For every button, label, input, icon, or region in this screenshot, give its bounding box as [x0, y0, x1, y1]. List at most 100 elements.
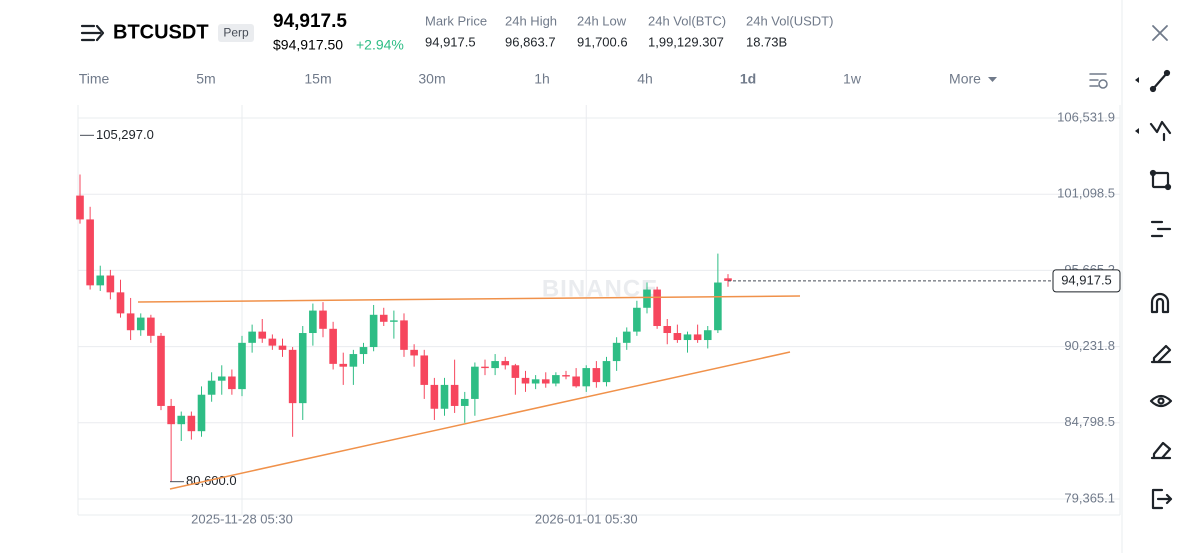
- candle-body: [278, 345, 287, 350]
- candle-body: [126, 313, 135, 331]
- candle-body: [379, 314, 388, 322]
- candle-body: [501, 361, 510, 366]
- candle-body: [440, 384, 449, 409]
- stat-value: 1,99,129.307: [648, 34, 724, 49]
- y-tick-label: 90,231.8: [1064, 338, 1115, 353]
- symbol[interactable]: BTCUSDT: [113, 21, 209, 43]
- change: +2.94%: [356, 37, 404, 53]
- timeframe[interactable]: 30m: [418, 71, 445, 87]
- candle-body: [552, 375, 560, 384]
- y-tick-label: 106,531.9: [1057, 109, 1115, 124]
- stat-value: 18.73B: [746, 34, 787, 49]
- last-price: 94,917.5: [273, 11, 347, 32]
- candle-body: [228, 376, 236, 390]
- candle-body: [572, 376, 580, 387]
- y-tick-label: 84,798.5: [1064, 414, 1115, 429]
- candle-body: [673, 333, 682, 341]
- eraser-tool[interactable]: [1150, 441, 1172, 460]
- timeframe[interactable]: 1d: [740, 71, 756, 87]
- timeframe[interactable]: 1w: [843, 71, 862, 87]
- magnet-tool[interactable]: [1150, 292, 1170, 314]
- current-price-label: 94,917.5: [1061, 272, 1112, 287]
- stat-label: 24h Vol(BTC): [648, 13, 726, 28]
- timeframes: Time 5m 15m 30m 1h 4h 1d 1w More: [79, 71, 981, 87]
- candle-body: [562, 375, 570, 377]
- timeframe[interactable]: 15m: [304, 71, 331, 87]
- shape-tool[interactable]: [1149, 169, 1172, 191]
- fib-tool[interactable]: [1149, 120, 1172, 142]
- stat-value: 91,700.6: [577, 34, 628, 49]
- timeframe[interactable]: 5m: [196, 71, 215, 87]
- candle-body: [410, 349, 418, 356]
- candle-body: [177, 415, 186, 425]
- usd-price: $94,917.50: [273, 37, 343, 53]
- candle-body: [390, 320, 398, 322]
- stat-value: 94,917.5: [425, 34, 476, 49]
- more-arrow[interactable]: [988, 77, 997, 82]
- candle-body: [319, 310, 327, 329]
- stat-value: 96,863.7: [505, 34, 556, 49]
- timeframe[interactable]: 1h: [534, 71, 550, 87]
- candle-body: [693, 334, 702, 341]
- x-tick-label: 2025-11-28 05:30: [191, 511, 293, 526]
- candle-body: [86, 219, 94, 286]
- stat-label: 24h Vol(USDT): [746, 13, 833, 28]
- candle-body: [136, 317, 145, 331]
- candle-body: [369, 314, 378, 348]
- candle-body: [309, 310, 317, 334]
- candle-body: [349, 354, 358, 367]
- candle-body: [663, 326, 672, 334]
- candle-body: [653, 289, 661, 327]
- drawing-toolbar: [1135, 69, 1173, 510]
- stat-label: Mark Price: [425, 13, 487, 28]
- timeframe[interactable]: Time: [79, 71, 110, 87]
- candle-body: [217, 376, 226, 381]
- candle-body: [521, 377, 530, 384]
- candle-body: [238, 342, 246, 390]
- exit-tool[interactable]: [1151, 488, 1173, 510]
- contract-badge: [218, 24, 254, 42]
- plot-area: 79,365.184,798.590,231.895,665.2101,098.…: [76, 105, 1121, 526]
- candle-body: [622, 331, 631, 343]
- current-price-box: [1052, 269, 1121, 293]
- timeframe[interactable]: More: [949, 71, 981, 87]
- stat-label: 24h High: [505, 13, 557, 28]
- candle-body: [157, 335, 165, 406]
- chart-settings[interactable]: [1089, 73, 1108, 89]
- visibility-tool[interactable]: [1149, 394, 1173, 408]
- trend-line-lower: [169, 351, 791, 490]
- candle-body: [207, 380, 216, 395]
- candle-body: [248, 331, 256, 343]
- candle-body: [714, 282, 722, 331]
- annotation-label: 105,297.0: [96, 127, 154, 142]
- candle-body: [541, 379, 550, 384]
- y-tick-label: 101,098.5: [1057, 186, 1115, 201]
- pattern-tool[interactable]: [1150, 220, 1172, 238]
- candle-body: [400, 320, 408, 350]
- candle-body: [531, 379, 540, 384]
- y-tick-label: 79,365.1: [1064, 490, 1115, 505]
- candle-body: [167, 405, 175, 425]
- candle-body: [703, 330, 712, 341]
- candle-body: [683, 334, 692, 341]
- candle-body: [471, 366, 479, 399]
- candle-body: [633, 307, 641, 332]
- x-tick-label: 2026-01-01 05:30: [535, 511, 638, 526]
- pen-tool[interactable]: [1150, 344, 1172, 364]
- candle-body: [724, 278, 732, 281]
- candle-body: [106, 275, 115, 293]
- stats: Mark Price 94,917.5 24h High 96,863.7 24h Lo…: [425, 13, 833, 49]
- candle-body: [147, 317, 155, 336]
- candle-body: [420, 355, 429, 385]
- candle-body: [481, 366, 489, 369]
- candle-body: [643, 289, 651, 308]
- candle-body: [430, 384, 439, 409]
- candle-body: [339, 363, 348, 367]
- symbol-icon[interactable]: [80, 24, 105, 42]
- candle-body: [96, 275, 105, 286]
- line-tool[interactable]: [1149, 69, 1171, 93]
- close-button[interactable]: [1152, 25, 1168, 41]
- candle-body: [450, 384, 459, 406]
- timeframe[interactable]: 4h: [637, 71, 653, 87]
